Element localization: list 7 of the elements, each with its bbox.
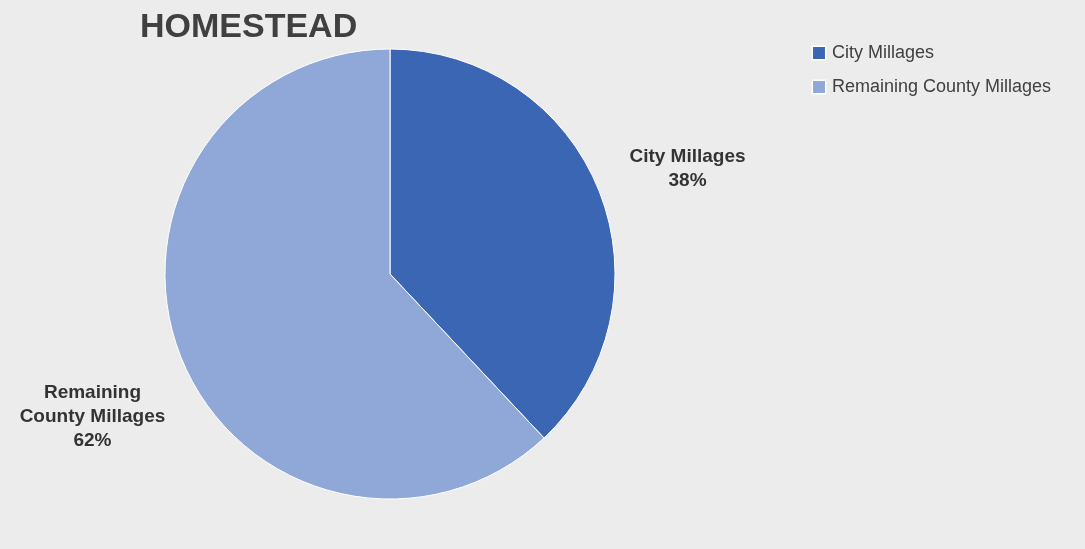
data-label: 38% — [668, 169, 707, 191]
data-label: 62% — [73, 428, 112, 450]
slice-label: City Millages — [629, 145, 746, 167]
slice-label: Remaining County Millages — [19, 380, 166, 426]
legend-label: City Millages — [832, 42, 935, 62]
chart-title: HOMESTEAD — [140, 6, 358, 44]
legend-label: Remaining County Millages — [832, 76, 1052, 96]
